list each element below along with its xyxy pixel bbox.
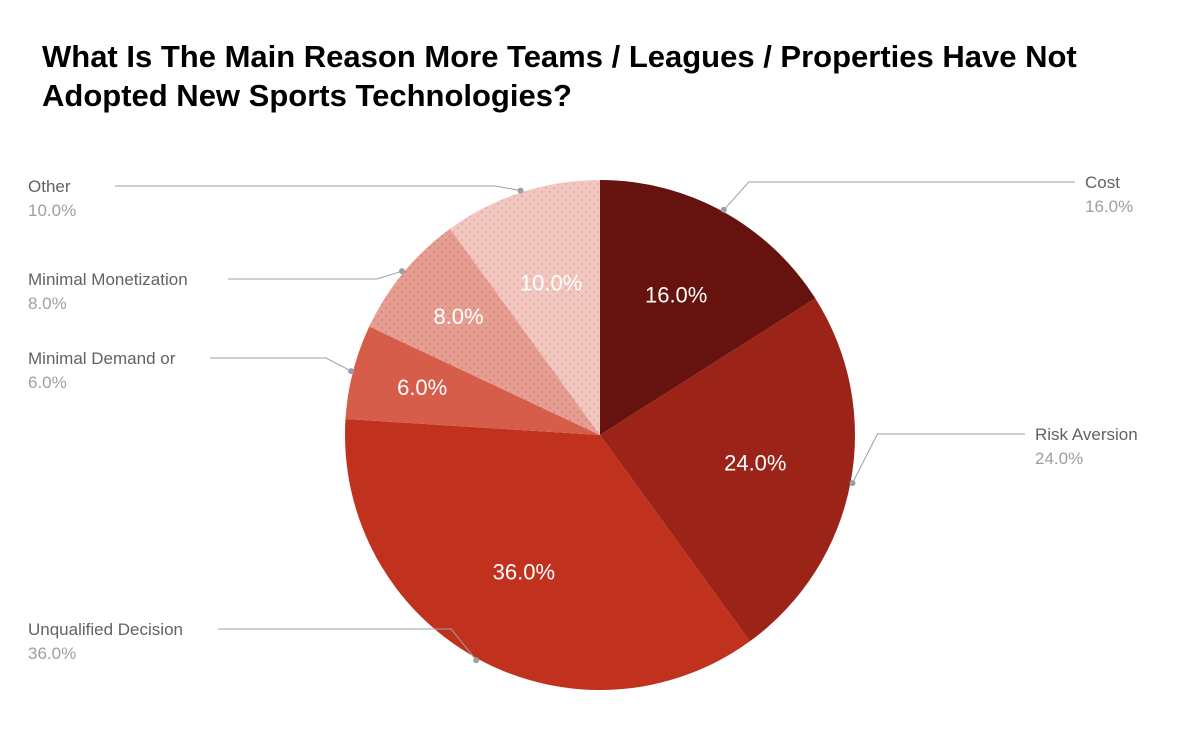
legend-name: Cost [1085, 172, 1133, 194]
leader-line [228, 271, 402, 279]
slice-percent-label: 10.0% [520, 270, 582, 295]
chart-title: What Is The Main Reason More Teams / Lea… [42, 38, 1092, 116]
legend-value: 10.0% [28, 200, 76, 222]
leader-line [210, 358, 351, 371]
leader-line [852, 434, 1025, 483]
slice-percent-label: 24.0% [724, 450, 786, 475]
legend-name: Minimal Demand or [28, 348, 175, 370]
leader-line [218, 629, 476, 660]
legend-value: 24.0% [1035, 448, 1138, 470]
legend-value: 6.0% [28, 372, 175, 394]
leader-line [115, 186, 521, 191]
leader-dot [348, 368, 354, 374]
legend-item: Minimal Monetization8.0% [28, 269, 188, 315]
legend-name: Risk Aversion [1035, 424, 1138, 446]
leader-dot [399, 268, 405, 274]
legend-item: Unqualified Decision36.0% [28, 619, 183, 665]
legend-value: 8.0% [28, 293, 188, 315]
legend-name: Minimal Monetization [28, 269, 188, 291]
leader-line [724, 182, 1075, 210]
legend-item: Risk Aversion24.0% [1035, 424, 1138, 470]
legend-name: Other [28, 176, 76, 198]
leader-dot [518, 188, 524, 194]
slice-percent-label: 36.0% [493, 559, 555, 584]
pie-chart: 16.0%24.0%36.0%6.0%8.0%10.0% Cost16.0%Ri… [0, 130, 1200, 742]
slice-percent-label: 8.0% [433, 304, 483, 329]
slice-percent-label: 6.0% [397, 375, 447, 400]
legend-name: Unqualified Decision [28, 619, 183, 641]
legend-value: 36.0% [28, 643, 183, 665]
slice-percent-label: 16.0% [645, 282, 707, 307]
legend-item: Minimal Demand or6.0% [28, 348, 175, 394]
leader-dot [473, 657, 479, 663]
legend-item: Other10.0% [28, 176, 76, 222]
leader-dot [721, 207, 727, 213]
legend-value: 16.0% [1085, 196, 1133, 218]
leader-dot [849, 480, 855, 486]
legend-item: Cost16.0% [1085, 172, 1133, 218]
